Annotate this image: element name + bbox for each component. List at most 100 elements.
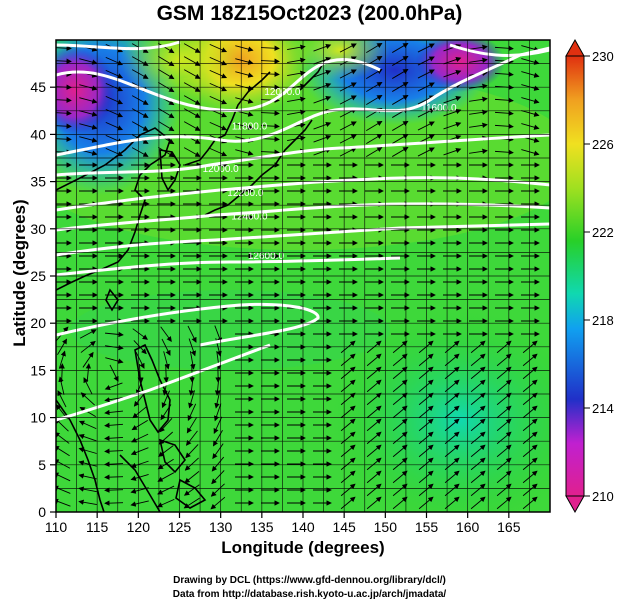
wind-vector: [105, 69, 124, 79]
wind-vector: [469, 96, 488, 102]
wind-vector: [340, 405, 356, 419]
wind-vector: [83, 377, 93, 395]
wind-vector: [522, 418, 538, 432]
wind-vector: [131, 108, 149, 118]
wind-vector: [135, 377, 144, 396]
x-tick-label: 140: [291, 519, 315, 535]
wind-vector: [235, 149, 254, 156]
wind-vector: [470, 496, 486, 510]
wind-vector: [260, 45, 280, 51]
wind-vector: [78, 499, 97, 505]
wind-vector: [287, 109, 306, 115]
wind-vector: [417, 43, 435, 53]
y-tick-label: 35: [30, 174, 46, 190]
wind-vector: [158, 431, 174, 445]
wind-vector: [161, 390, 170, 409]
wind-vector: [79, 97, 98, 104]
wind-vector: [260, 123, 280, 129]
y-tick-label: 30: [30, 221, 46, 237]
wind-vector: [186, 417, 198, 434]
colorbar-tick-label: 218: [592, 313, 614, 328]
wind-vector: [392, 496, 408, 510]
wind-vector: [183, 95, 201, 105]
wind-vector: [79, 406, 96, 417]
wind-vector: [104, 422, 124, 429]
wind-vector: [104, 331, 124, 338]
wind-vector: [521, 58, 540, 65]
wind-vector: [366, 483, 382, 497]
wind-vector: [78, 433, 97, 442]
wind-vector: [418, 496, 434, 510]
wind-vector: [494, 45, 514, 52]
wind-vector: [443, 56, 462, 65]
wind-vector: [260, 136, 280, 142]
wind-vector: [417, 95, 435, 105]
wind-vector: [521, 110, 540, 117]
wind-vector: [339, 95, 357, 105]
wind-vector: [443, 147, 462, 156]
wind-vector: [104, 435, 124, 441]
wind-vector: [494, 110, 514, 117]
wind-vector: [260, 149, 280, 155]
wind-vector: [340, 496, 356, 510]
wind-vector: [417, 121, 435, 131]
wind-vector: [494, 71, 514, 78]
wind-vector: [340, 457, 356, 471]
wind-vector: [392, 120, 409, 131]
wind-vector: [287, 57, 306, 63]
colorbar-scale: [565, 55, 585, 497]
wind-vector: [417, 108, 435, 118]
wind-vector: [366, 353, 382, 367]
wind-vector: [158, 68, 175, 80]
wind-vector: [470, 470, 486, 484]
wind-vector: [157, 472, 175, 482]
wind-vector: [469, 44, 488, 50]
wind-vector: [470, 392, 486, 406]
wind-vector: [469, 57, 488, 63]
wind-vector: [132, 328, 148, 340]
wind-vector: [339, 121, 357, 131]
wind-vector: [212, 443, 224, 460]
contour-label: 11600.0: [421, 103, 457, 114]
x-tick-label: 115: [86, 519, 109, 535]
wind-vector: [392, 146, 409, 157]
wind-vector: [443, 121, 462, 130]
wind-vector: [56, 445, 70, 457]
wind-vector: [521, 97, 540, 104]
wind-vector: [78, 486, 97, 493]
wind-vector: [340, 418, 356, 432]
wind-vector: [392, 133, 409, 144]
wind-vector: [104, 409, 123, 416]
wind-vector: [418, 483, 434, 497]
wind-vector: [522, 379, 538, 393]
wind-vector: [158, 55, 175, 67]
wind-vector: [340, 379, 356, 393]
colorbar-tick-label: 230: [592, 49, 614, 64]
wind-vector: [366, 470, 382, 484]
wind-vector: [366, 366, 382, 380]
wind-vector: [135, 351, 145, 369]
wind-vector: [417, 147, 435, 157]
y-tick-label: 15: [30, 362, 46, 378]
wind-vector: [392, 353, 408, 367]
wind-vector: [131, 419, 148, 431]
wind-vector: [366, 496, 382, 510]
wind-vector: [392, 418, 408, 432]
chart-title: GSM 18Z15Oct2023 (200.0hPa): [156, 2, 463, 25]
wind-vector: [104, 448, 124, 454]
wind-vector: [522, 483, 538, 497]
wind-vector: [235, 97, 254, 104]
x-tick-label: 135: [250, 519, 274, 535]
wind-vector: [80, 392, 95, 406]
contour-label: 11800.0: [232, 122, 268, 133]
wind-vector: [313, 95, 332, 104]
wind-vector: [522, 470, 538, 484]
wind-vector: [109, 364, 119, 382]
wind-vector: [366, 405, 382, 419]
wind-vector: [470, 379, 486, 393]
colorbar-tick-label: 210: [592, 489, 614, 504]
wind-vector: [163, 363, 169, 383]
wind-vector: [131, 95, 149, 105]
wind-vector: [470, 444, 486, 458]
